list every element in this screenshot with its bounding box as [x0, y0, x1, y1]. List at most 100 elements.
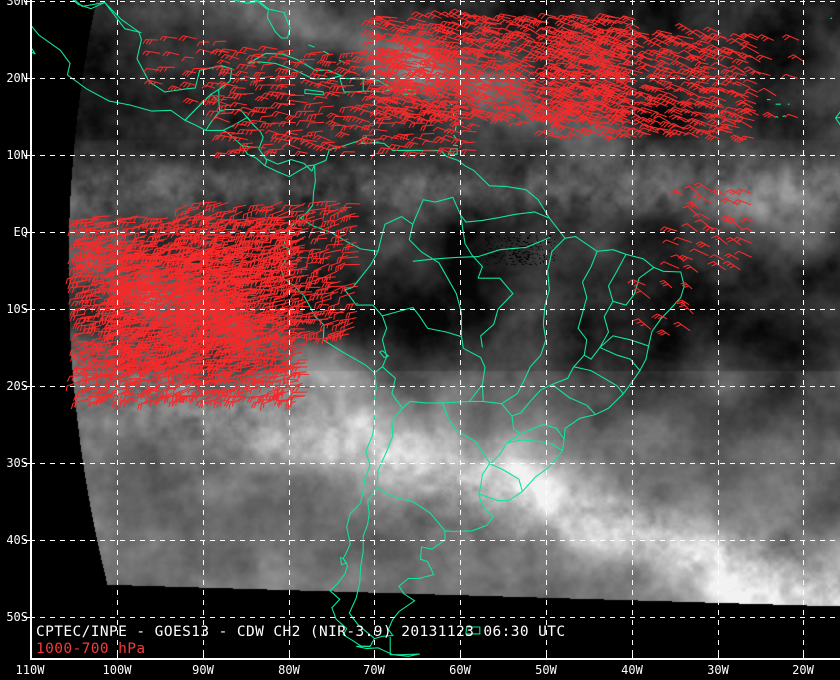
wind-barb [638, 84, 655, 91]
wind-barb [734, 250, 752, 258]
wind-barb [286, 240, 300, 250]
wind-barb [132, 250, 148, 259]
wind-barb [784, 113, 798, 119]
wind-barb [97, 342, 111, 351]
wind-barb [627, 279, 646, 287]
wind-barb [615, 80, 634, 90]
wind-barb [593, 40, 614, 47]
wind-barb [193, 290, 205, 299]
wind-barb [482, 26, 503, 33]
wind-barb [220, 348, 239, 359]
wind-barb [176, 252, 196, 259]
wind-barb [441, 64, 459, 70]
wind-barb [708, 95, 727, 103]
wind-barb [168, 397, 184, 408]
wind-barb [439, 91, 459, 97]
wind-barb [503, 67, 521, 75]
wind-barb [342, 71, 356, 78]
wind-barb [741, 227, 756, 235]
wind-barb [694, 40, 710, 46]
wind-barb [287, 262, 299, 273]
wind-barb [182, 298, 202, 305]
wind-barb [483, 21, 502, 28]
wind-barb [588, 43, 605, 51]
wind-barb [616, 78, 636, 86]
wind-barb [322, 208, 339, 221]
wind-barb [653, 115, 671, 124]
wind-barb [216, 219, 231, 227]
wind-barb [691, 129, 711, 136]
wind-barb [120, 365, 139, 372]
wind-barb [622, 85, 638, 93]
wind-barb [266, 148, 284, 155]
wind-barb [439, 49, 459, 57]
wind-barb [427, 117, 443, 124]
wind-barb [424, 108, 445, 116]
wind-barb [239, 142, 254, 150]
wind-barb [377, 122, 395, 129]
wind-barb [439, 44, 459, 52]
x-axis-tick [803, 651, 804, 659]
wind-barb [450, 59, 465, 66]
x-axis-label: 110W [15, 663, 45, 677]
wind-barb [383, 112, 403, 120]
wind-barb [240, 255, 252, 266]
wind-barb [150, 318, 169, 328]
wind-barb [258, 115, 274, 122]
wind-barb [117, 221, 136, 228]
wind-barb [155, 66, 175, 73]
wind-barb [200, 364, 214, 372]
wind-barb [240, 75, 258, 82]
wind-barb [711, 34, 726, 40]
wind-barb [218, 68, 235, 75]
wind-barb [677, 68, 697, 76]
wind-barb [88, 359, 107, 367]
wind-barb [345, 310, 358, 319]
wind-barb [295, 120, 316, 127]
wind-barb [255, 209, 273, 215]
wind-barb [450, 115, 470, 123]
wind-barb [256, 294, 272, 302]
coastline-path [218, 89, 313, 172]
coastline-path [412, 236, 551, 262]
wind-barb [744, 54, 761, 63]
wind-barb [285, 362, 300, 370]
x-axis-tick [289, 651, 290, 659]
wind-barb [117, 240, 133, 249]
wind-barb [574, 39, 595, 48]
y-axis-label: EQ [13, 225, 28, 239]
wind-barb [489, 36, 508, 44]
wind-barb [600, 79, 616, 86]
wind-barb [119, 249, 134, 259]
wind-barb [541, 114, 562, 122]
wind-barb [111, 399, 125, 408]
wind-barb [247, 218, 265, 227]
wind-barb [361, 20, 381, 28]
wind-barb [269, 237, 283, 245]
wind-barb [446, 41, 464, 48]
wind-barb [218, 70, 239, 77]
wind-barb [253, 371, 269, 382]
wind-barb [342, 225, 358, 234]
wind-barb [588, 57, 606, 64]
wind-barb [254, 238, 270, 248]
wind-barb [290, 366, 308, 373]
wind-barb [391, 33, 408, 40]
wind-barb [700, 65, 717, 71]
wind-barb [236, 310, 256, 318]
y-axis-tick [24, 232, 32, 233]
wind-barb [280, 283, 292, 292]
wind-barb [420, 38, 436, 45]
wind-barb [659, 120, 674, 128]
wind-barb [261, 347, 275, 355]
wind-barb [413, 115, 430, 122]
wind-barb [231, 353, 245, 362]
wind-barb [422, 43, 437, 50]
wind-barb [489, 85, 507, 93]
wind-barb [622, 59, 637, 67]
wind-barb [246, 238, 264, 248]
wind-barb [285, 114, 299, 122]
wind-barb [206, 211, 219, 224]
wind-barb [231, 221, 243, 231]
wind-barb [736, 101, 751, 107]
